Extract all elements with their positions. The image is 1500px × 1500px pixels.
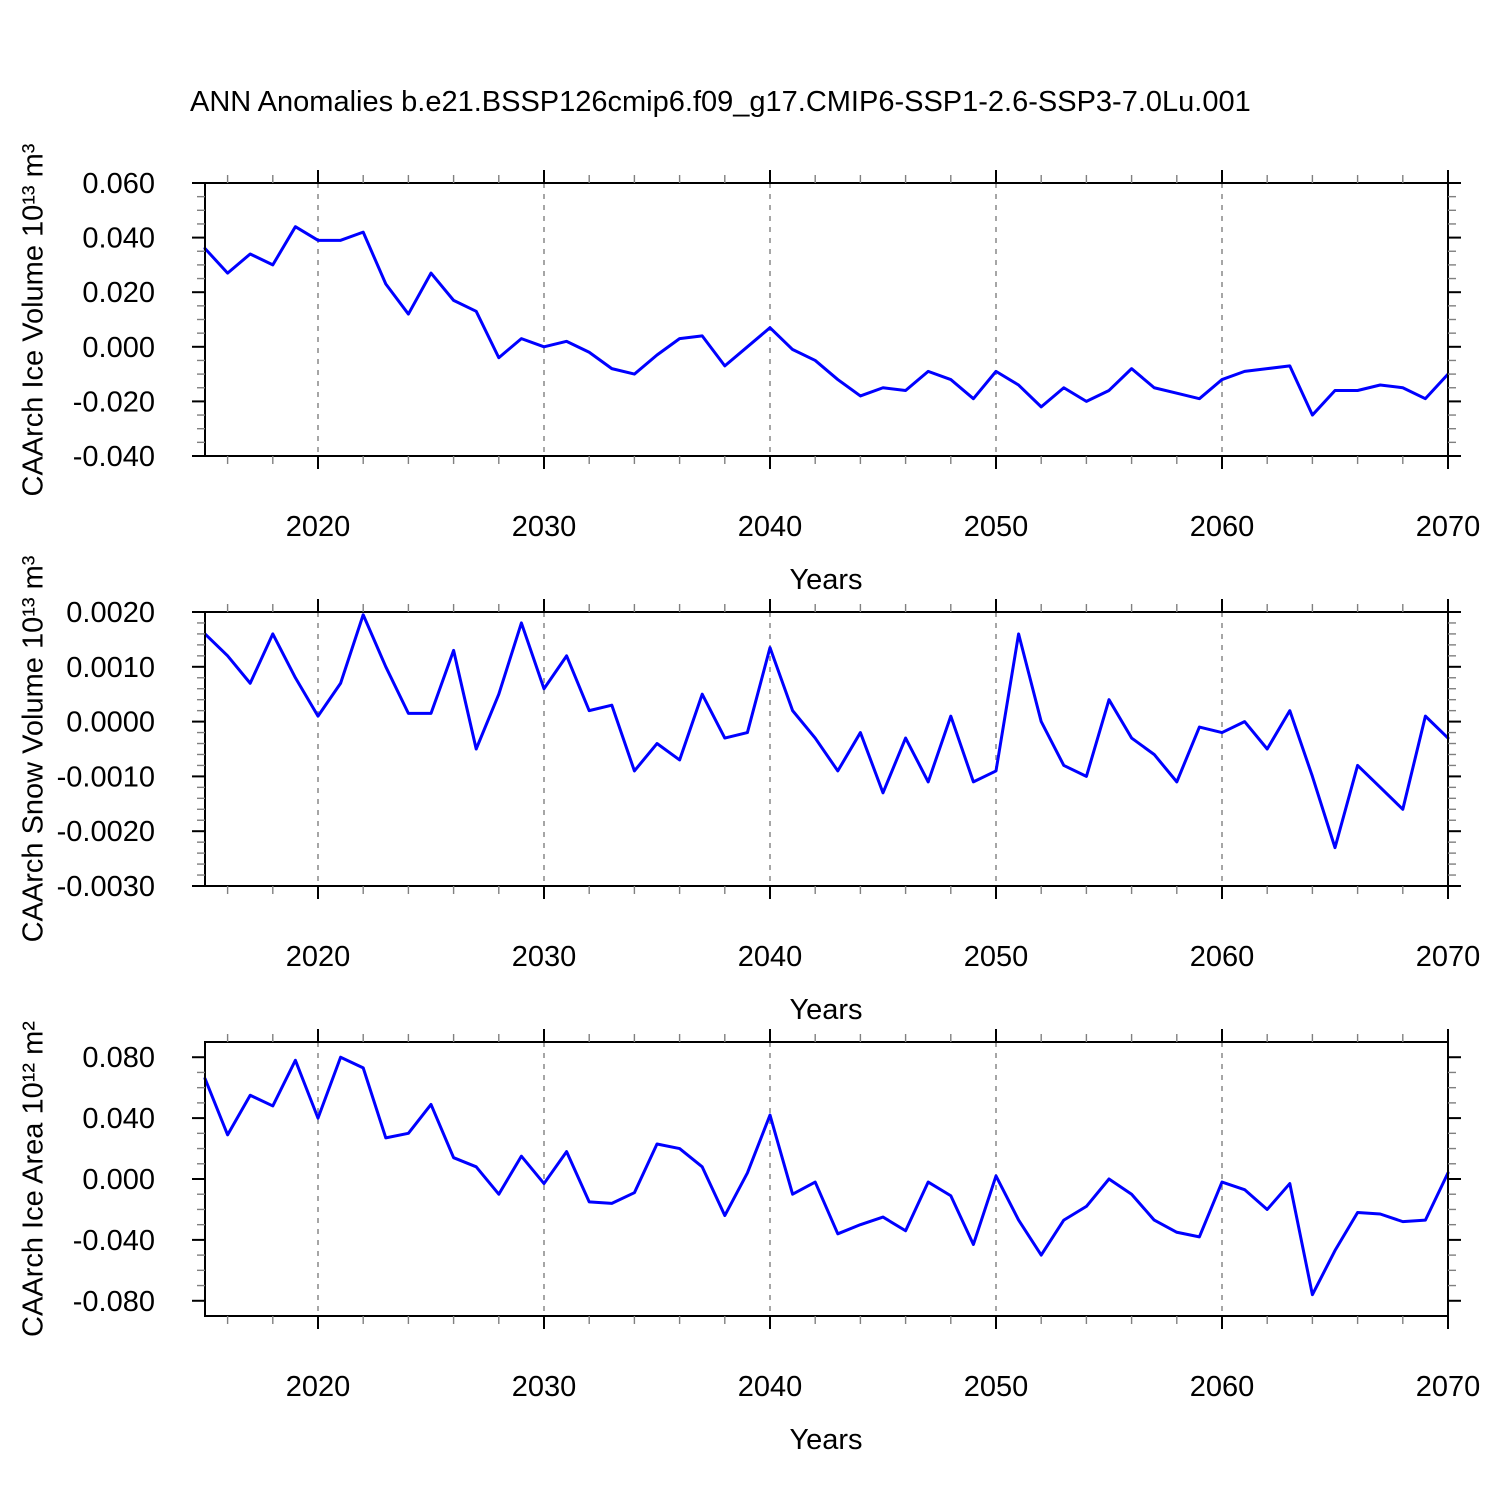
x-tick-label: 2070 <box>1416 941 1481 973</box>
series-line-caarch-ice-volume <box>203 225 1450 417</box>
plot-box <box>204 1041 1449 1317</box>
series-line-caarch-snow-volume <box>203 613 1450 850</box>
chart-title: ANN Anomalies b.e21.BSSP126cmip6.f09_g17… <box>190 86 1251 118</box>
x-tick-label: 2050 <box>964 1371 1029 1403</box>
x-axis-title-panel-1: Years <box>789 564 863 596</box>
y-tick-label: 0.000 <box>82 1164 155 1196</box>
ticks: 0.080 0.040 0.000 -0.040 -0.080 2020 2030 2040 2… <box>73 1029 1480 1403</box>
x-tick-label: 2060 <box>1190 941 1255 973</box>
panel-caarch-snow-volume: 0.0020 0.0010 0.0000 -0.0010 -0.0020 -0.0030 2… <box>57 597 1481 973</box>
series-line-caarch-ice-area <box>203 1055 1450 1297</box>
y-tick-label: -0.0010 <box>57 761 155 793</box>
x-tick-label: 2060 <box>1190 1371 1255 1403</box>
x-tick-label: 2020 <box>286 1371 351 1403</box>
y-tick-label: -0.0030 <box>57 871 155 903</box>
y-tick-label: -0.080 <box>73 1286 155 1318</box>
x-axis-title-panel-3: Years <box>789 1424 863 1456</box>
x-tick-label: 2050 <box>964 511 1029 543</box>
x-tick-label: 2050 <box>964 941 1029 973</box>
x-axis-title-panel-2: Years <box>789 994 863 1026</box>
x-tick-label: 2030 <box>512 1371 577 1403</box>
x-tick-label: 2040 <box>738 511 803 543</box>
plot-box <box>204 611 1449 887</box>
panel-caarch-ice-area: 0.080 0.040 0.000 -0.040 -0.080 2020 2030 2040 2… <box>73 1029 1480 1403</box>
x-tick-label: 2020 <box>286 941 351 973</box>
ticks: 0.060 0.040 0.020 0.000 -0.020 -0.040 2020 2030… <box>73 168 1480 543</box>
y-tick-label: 0.040 <box>82 223 155 255</box>
x-tick-label: 2020 <box>286 511 351 543</box>
x-tick-label: 2040 <box>738 941 803 973</box>
x-tick-label: 2070 <box>1416 511 1481 543</box>
y-tick-label: -0.040 <box>73 441 155 473</box>
y-tick-label: -0.020 <box>73 386 155 418</box>
panel-caarch-ice-volume: 0.060 0.040 0.020 0.000 -0.020 -0.040 2020 2030… <box>73 168 1480 543</box>
y-axis-title-ice-area: CAArch Ice Area 10¹² m² <box>17 1021 50 1337</box>
y-tick-label: 0.000 <box>82 332 155 364</box>
y-tick-label: 0.060 <box>82 168 155 200</box>
ticks: 0.0020 0.0010 0.0000 -0.0010 -0.0020 -0.0030 2… <box>57 597 1481 973</box>
x-tick-label: 2030 <box>512 511 577 543</box>
y-tick-label: 0.080 <box>82 1042 155 1074</box>
x-tick-label: 2060 <box>1190 511 1255 543</box>
y-axis-title-snow-volume: CAArch Snow Volume 10¹³ m³ <box>17 555 50 943</box>
y-tick-label: 0.0020 <box>66 597 155 629</box>
y-tick-label: 0.040 <box>82 1103 155 1135</box>
y-tick-label: -0.0020 <box>57 816 155 848</box>
x-tick-label: 2070 <box>1416 1371 1481 1403</box>
x-tick-label: 2030 <box>512 941 577 973</box>
y-tick-label: 0.0010 <box>66 652 155 684</box>
y-tick-label: 0.020 <box>82 277 155 309</box>
plot-box <box>204 182 1449 457</box>
y-axis-title-ice-volume: CAArch Ice Volume 10¹³ m³ <box>17 143 50 497</box>
y-tick-label: -0.040 <box>73 1225 155 1257</box>
x-tick-label: 2040 <box>738 1371 803 1403</box>
y-tick-label: 0.0000 <box>66 707 155 739</box>
